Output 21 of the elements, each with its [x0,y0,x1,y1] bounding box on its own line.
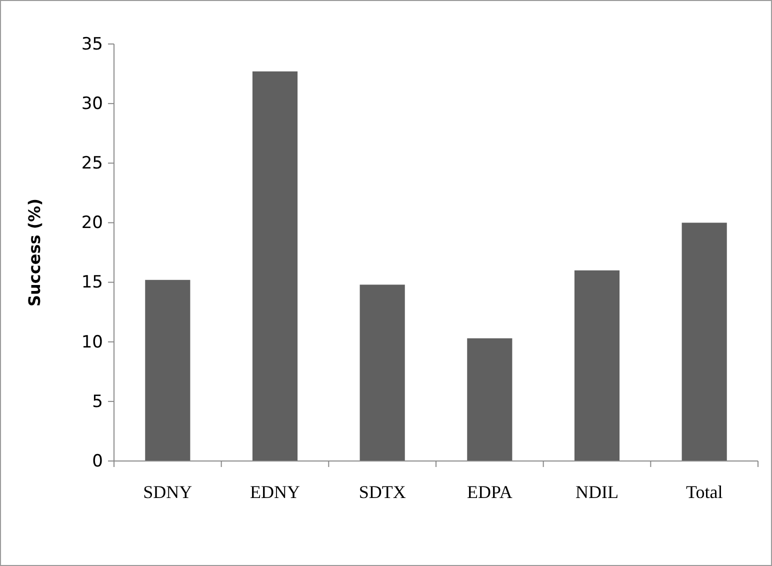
x-tick-label: Total [686,482,723,502]
bar [574,270,620,461]
x-tick-label: SDNY [143,482,192,502]
y-tick-label: 5 [92,392,103,412]
y-tick-label: 10 [81,332,103,352]
y-tick-label: 25 [81,154,103,174]
y-tick-label: 20 [81,213,103,234]
x-tick-label: NDIL [576,482,618,502]
bar [145,280,190,461]
y-tick-label: 0 [92,451,103,472]
x-tick-label: EDPA [466,482,512,502]
bar [682,222,727,461]
bar [252,71,298,461]
y-tick-label: 35 [81,34,103,54]
y-tick-label: 30 [81,94,103,114]
y-tick-label: 15 [81,272,103,293]
bar [360,284,405,461]
x-tick-label: EDNY [250,482,300,502]
y-axis-title: Success (%) [25,198,44,307]
bar [467,338,512,461]
x-tick-label: SDTX [358,482,406,502]
